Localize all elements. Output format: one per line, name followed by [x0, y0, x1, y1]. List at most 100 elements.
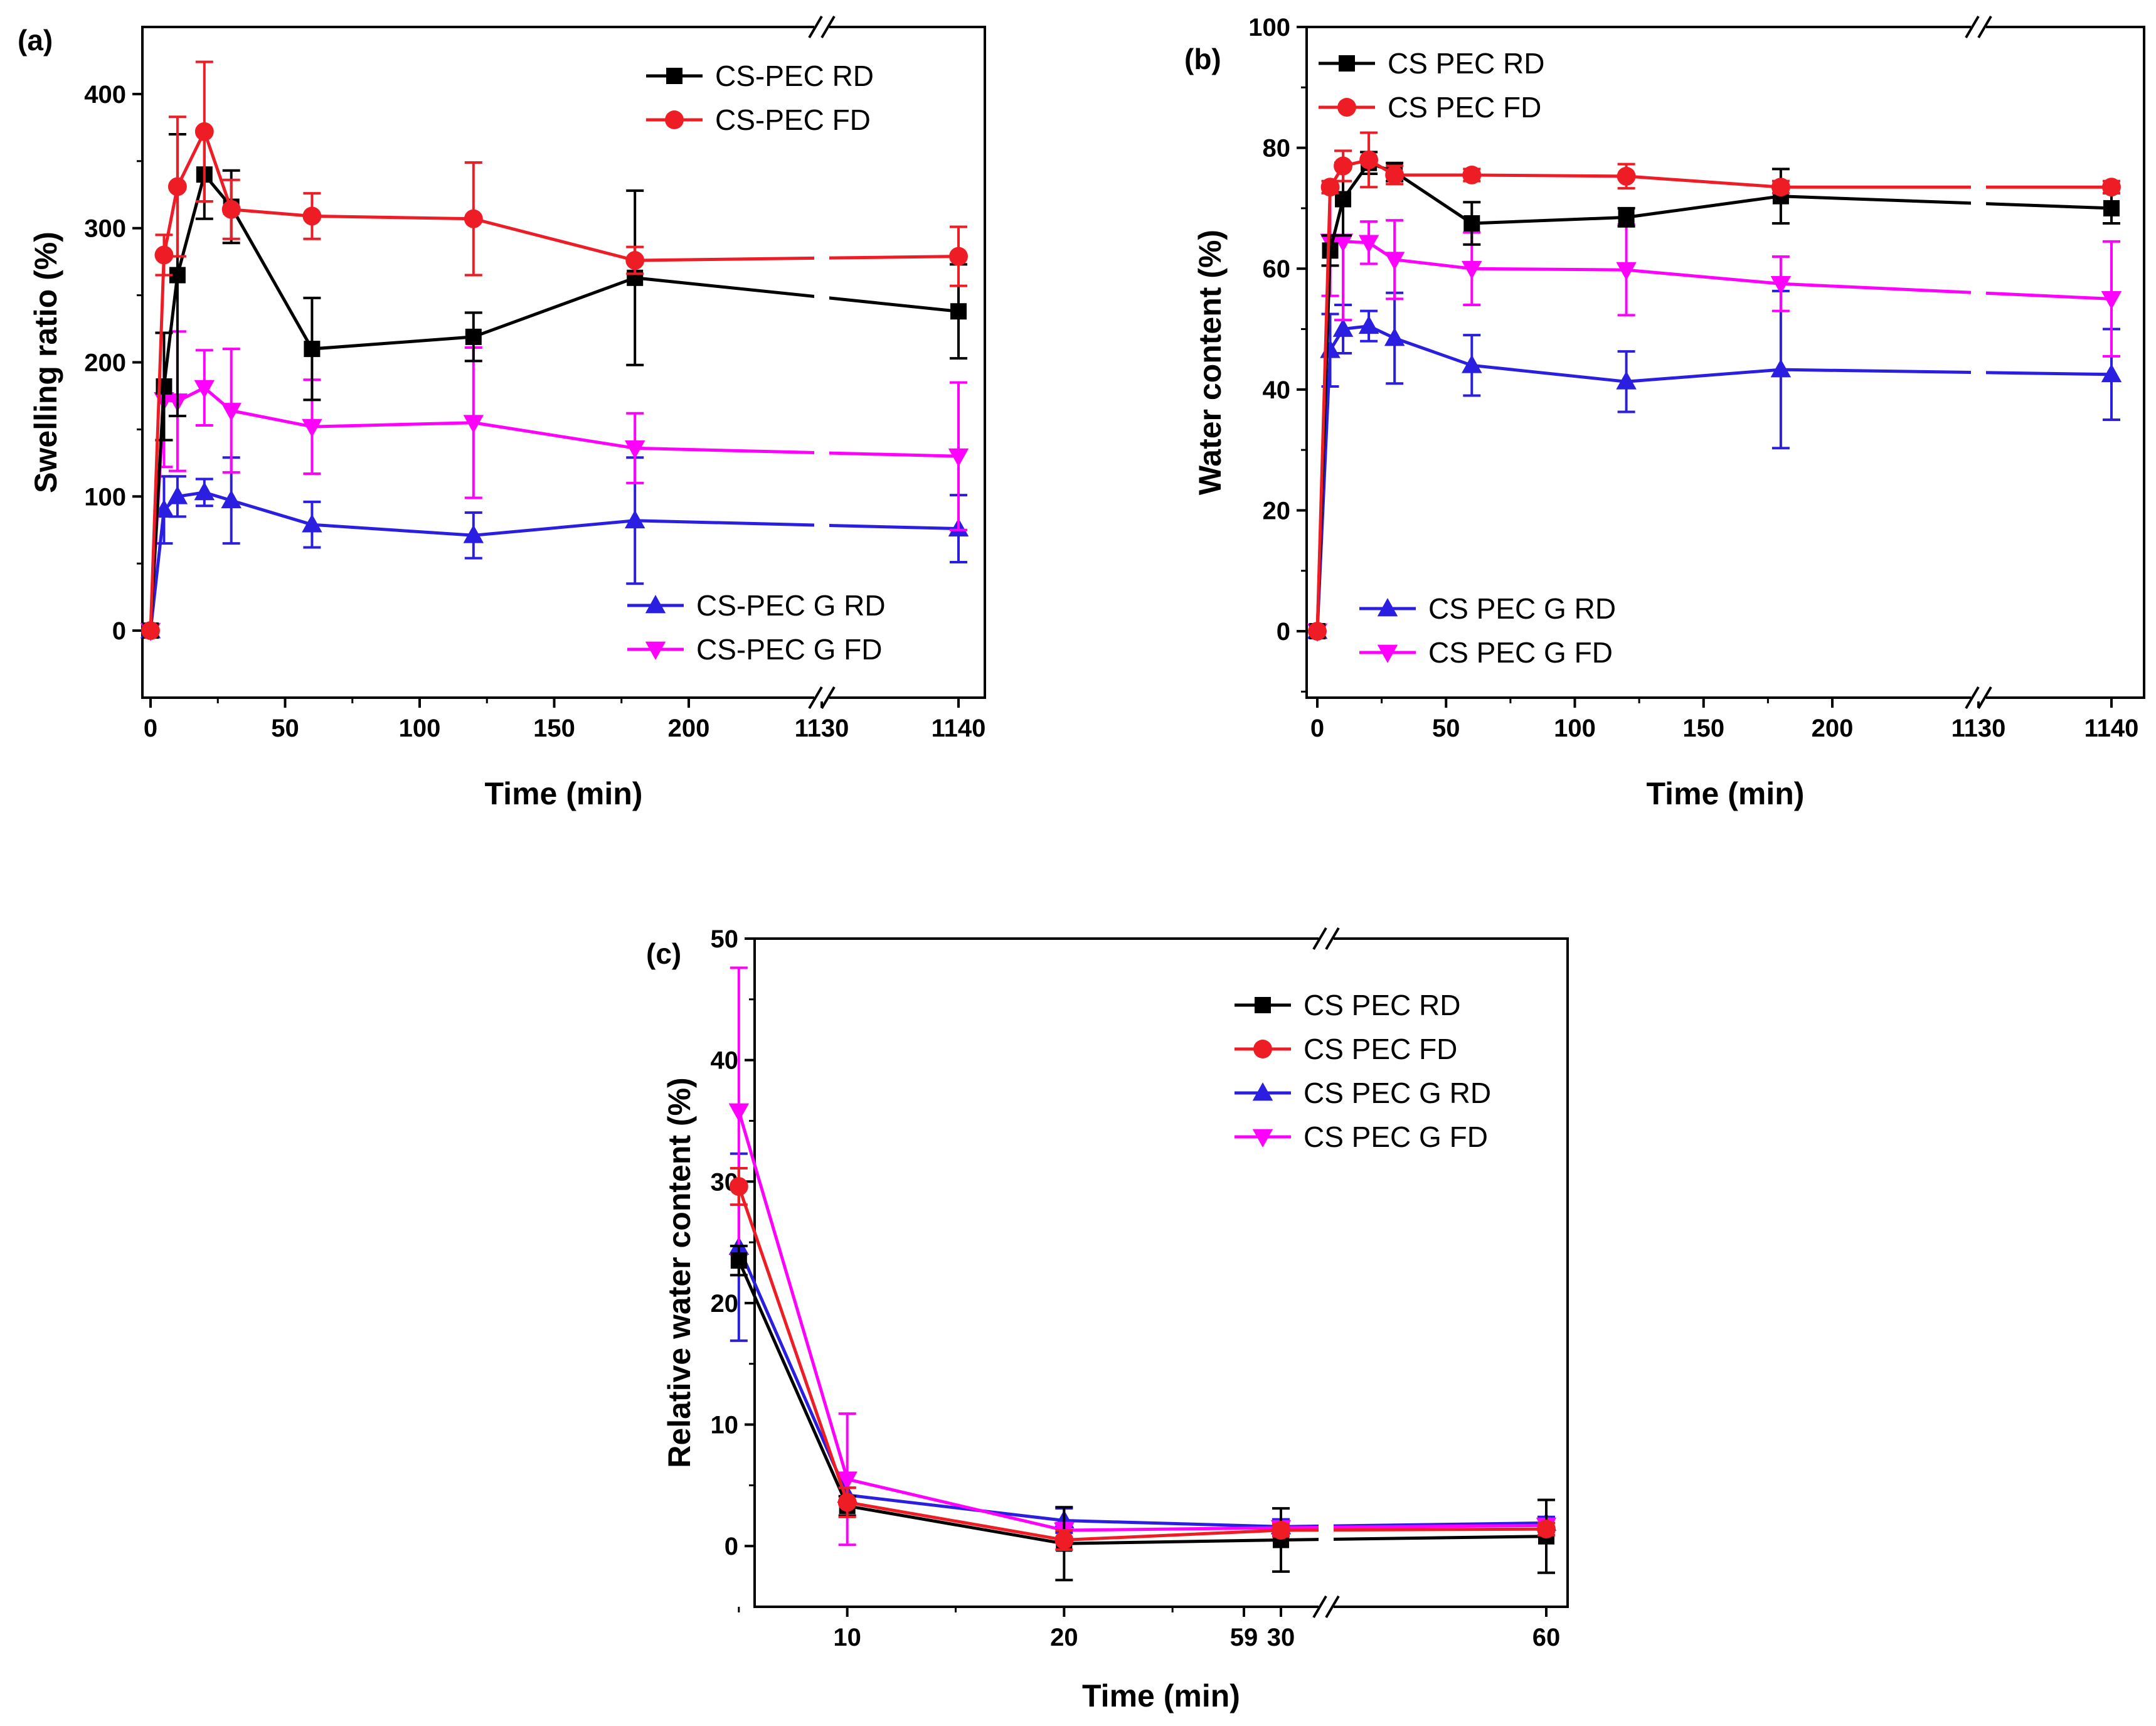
x-tick-label: 100: [1554, 715, 1596, 742]
x-tick-label: 1130: [795, 715, 849, 742]
x-tick-label: 1140: [932, 715, 986, 742]
data-point: [1308, 622, 1327, 641]
data-point: [837, 1493, 857, 1512]
y-tick-label: 200: [84, 349, 126, 377]
axis-break-marks: [808, 15, 836, 710]
data-point: [1770, 275, 1792, 295]
legend-marker: [1377, 598, 1398, 617]
y-tick-label: 300: [84, 215, 126, 243]
data-point: [1616, 371, 1637, 390]
x-tick-label: 1140: [2084, 715, 2139, 742]
data-point: [302, 206, 322, 226]
y-tick-label: 40: [711, 1047, 739, 1075]
legend-item: CS-PEC RD: [646, 60, 874, 92]
data-point: [2101, 291, 2122, 310]
series-line: [737, 1186, 1547, 1542]
data-point: [1770, 359, 1792, 378]
series-cs-pec-g-fd: [1307, 40, 2122, 685]
data-point: [1272, 1521, 1290, 1540]
series-cs-pec-rd: [142, 40, 967, 685]
legend-label: CS PEC G RD: [1428, 592, 1616, 625]
x-tick-label: 30: [1267, 1624, 1295, 1651]
series-cs-pec-g-fd: [140, 40, 969, 685]
data-point: [1358, 235, 1379, 253]
data-point: [2102, 178, 2121, 197]
data-point: [221, 403, 242, 422]
series-line: [149, 173, 959, 631]
data-point: [2103, 200, 2120, 216]
legend-marker: [1253, 1040, 1272, 1058]
data-point: [1359, 150, 1379, 169]
y-tick-label: 400: [84, 81, 126, 109]
x-tick-label: 60: [1532, 1624, 1561, 1651]
x-tick-label: 50: [1432, 715, 1460, 742]
axis-break-slash: [1965, 15, 1980, 39]
series-cs-pec-fd: [141, 40, 968, 685]
data-point: [625, 251, 645, 270]
data-point: [1332, 318, 1354, 337]
data-point: [194, 481, 215, 501]
legend-label: CS PEC RD: [1304, 989, 1460, 1021]
legend: CS-PEC RD CS-PEC FD CS-PEC G RD CS-PEC G FD: [627, 60, 886, 666]
legend-marker: [665, 110, 684, 129]
x-tick-label: 10: [833, 1624, 861, 1651]
axis-break-slash: [808, 686, 823, 710]
legend-item: CS PEC FD: [1319, 91, 1541, 124]
y-tick-label: 0: [1277, 618, 1290, 646]
chart-panel-3: 0 10 20 30 40 50 10 20 30 59 60 Time (min) Relative …: [646, 925, 1569, 1713]
line-break-gap: [1971, 40, 1986, 685]
data-point: [463, 525, 484, 543]
legend-label: CS PEC FD: [1388, 91, 1541, 124]
x-tick-label: 150: [533, 715, 575, 742]
x-tick-label: 59: [1230, 1624, 1258, 1651]
y-axis-title: Water content (%): [1192, 230, 1228, 495]
y-axis-title: Relative water content (%): [662, 1077, 697, 1468]
data-point: [141, 621, 160, 641]
data-point: [1463, 215, 1480, 232]
axis-break-slash: [1312, 927, 1327, 951]
legend-item: CS PEC RD: [1235, 989, 1460, 1021]
legend-label: CS PEC FD: [1304, 1033, 1457, 1065]
legend-label: CS PEC G FD: [1304, 1121, 1488, 1153]
line-break-gap: [814, 40, 829, 685]
data-point: [463, 415, 484, 434]
data-point: [2101, 363, 2122, 383]
x-axis-title: Time (min): [1082, 1678, 1240, 1713]
series-cs-pec-g-rd: [140, 40, 969, 685]
y-tick-label: 0: [112, 617, 126, 645]
axis-break-marks: [1312, 927, 1340, 1619]
legend-marker: [1255, 997, 1271, 1013]
legend-item: CS PEC RD: [1319, 47, 1544, 80]
x-tick-label: 200: [1812, 715, 1854, 742]
data-point: [1385, 166, 1405, 184]
chart-panel-2: 0 20 40 60 80 100 0 50 100 150 200 1130 1140 Time (mi…: [1184, 14, 2145, 811]
data-point: [465, 328, 482, 345]
data-point: [464, 209, 483, 228]
legend-label: CS PEC G FD: [1428, 636, 1613, 669]
plot-frame: [753, 937, 1569, 1608]
data-point: [221, 200, 241, 219]
x-tick-label: 0: [1310, 715, 1324, 742]
x-axis-title: Time (min): [485, 776, 643, 811]
data-point: [1320, 339, 1341, 358]
y-tick-label: 80: [1263, 135, 1291, 162]
data-point: [950, 303, 967, 320]
data-point: [194, 380, 215, 399]
chart-panel-1: 0 100 200 300 400 0 50 100 150 200 1130 1140 Time (m…: [18, 15, 986, 811]
axis-break-slash: [1312, 1595, 1327, 1619]
legend-item: CS PEC G RD: [1359, 592, 1616, 625]
axis-break-slash: [1325, 927, 1340, 951]
legend-item: CS PEC FD: [1235, 1033, 1457, 1065]
panel-label: (b): [1184, 43, 1221, 75]
series-line: [1315, 161, 2112, 632]
legend-label: CS-PEC G FD: [696, 633, 882, 666]
series-line: [149, 130, 959, 631]
series-line: [737, 1260, 1547, 1545]
legend-label: CS-PEC G RD: [696, 589, 886, 622]
data-point: [948, 448, 969, 467]
x-tick-label: 0: [144, 715, 157, 742]
legend-label: CS-PEC FD: [715, 104, 871, 136]
data-point: [1617, 166, 1636, 186]
data-point: [1054, 1530, 1074, 1550]
